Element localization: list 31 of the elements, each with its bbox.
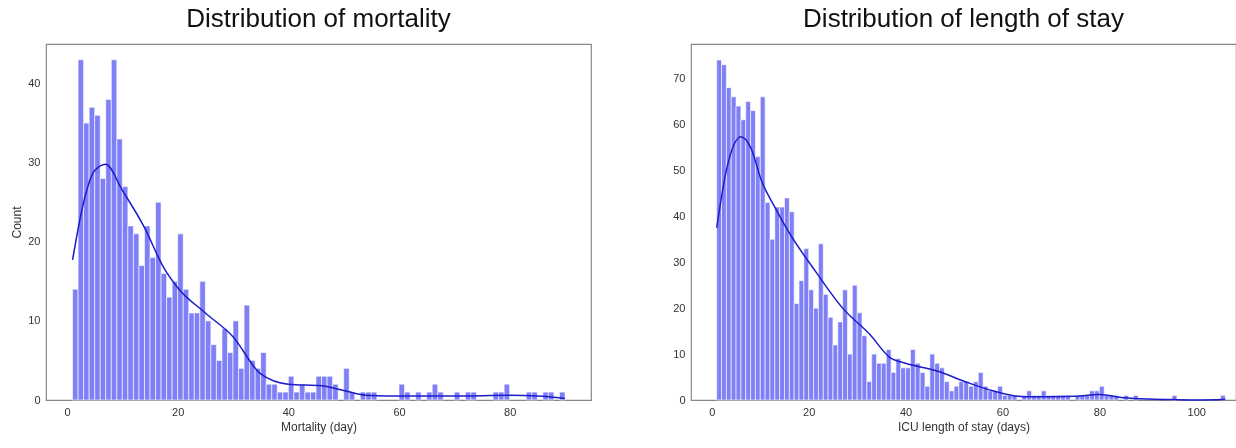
- line-series: [71, 163, 566, 400]
- x-axis-title: ICU length of stay (days): [897, 419, 1031, 434]
- chart-title: Distribution of length of stay: [803, 3, 1124, 33]
- chart-title: Distribution of mortality: [186, 3, 451, 33]
- x-tick-label: 100: [1187, 405, 1206, 418]
- x-tick-label: 20: [803, 405, 816, 418]
- y-tick-label: 50: [673, 163, 686, 176]
- y-tick-label: 20: [673, 301, 686, 314]
- y-tick-label: 10: [28, 314, 41, 327]
- y-tick-label: 20: [28, 235, 41, 248]
- x-tick-label: 0: [709, 405, 716, 418]
- y-axis-title: Count: [10, 205, 25, 239]
- y-tick-label: 40: [673, 209, 686, 222]
- line-series: [715, 136, 1227, 401]
- x-axis-title: Mortality (day): [280, 419, 358, 434]
- x-tick-label: 0: [64, 405, 71, 418]
- y-tick-label: 30: [28, 156, 41, 169]
- y-tick-label: 60: [673, 117, 686, 130]
- x-tick-label: 40: [899, 405, 913, 418]
- y-tick-label: 0: [679, 393, 686, 406]
- y-tick-label: 40: [28, 77, 41, 90]
- x-tick-label: 60: [393, 405, 406, 418]
- x-tick-label: 80: [504, 405, 517, 418]
- y-tick-label: 30: [673, 255, 686, 268]
- x-tick-label: 60: [996, 405, 1010, 418]
- x-tick-label: 40: [282, 405, 295, 418]
- y-tick-label: 10: [673, 347, 686, 360]
- y-tick-label: 70: [673, 71, 686, 84]
- x-tick-label: 20: [172, 405, 185, 418]
- y-tick-label: 0: [34, 393, 41, 406]
- x-tick-label: 80: [1093, 405, 1107, 418]
